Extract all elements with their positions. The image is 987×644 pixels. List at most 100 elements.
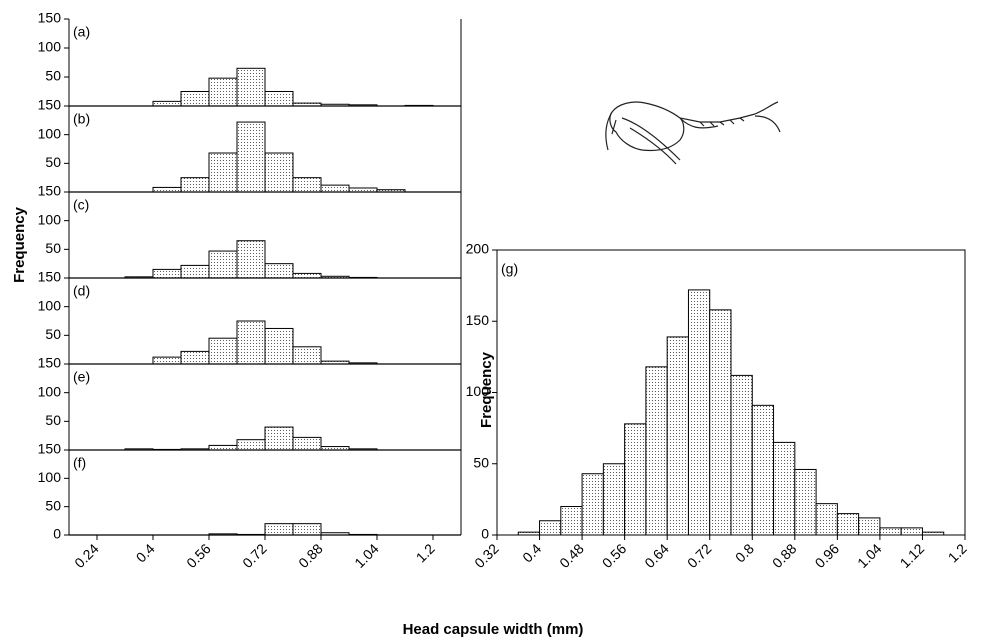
bar	[264, 91, 294, 107]
bar	[602, 463, 626, 536]
bar	[539, 520, 562, 536]
y-tick-label: 100	[38, 39, 62, 55]
bar	[152, 186, 182, 193]
bar	[152, 356, 182, 365]
x-tick-label: 0.24	[71, 540, 102, 571]
y-tick-label: 50	[45, 497, 61, 513]
insect-illustration	[605, 101, 781, 165]
bar	[687, 289, 711, 536]
bar	[624, 423, 647, 536]
x-tick-label: 1.12	[897, 540, 928, 571]
bar	[292, 523, 322, 536]
bar	[292, 436, 322, 451]
bar	[208, 337, 238, 365]
y-tick-label: 150	[38, 269, 62, 285]
bar	[581, 473, 604, 536]
bar	[180, 350, 210, 365]
y-tick-label: 50	[473, 454, 489, 470]
bar	[152, 100, 182, 107]
bar	[208, 77, 238, 107]
panel-label: (f)	[73, 455, 86, 471]
bar	[208, 250, 238, 279]
bar	[264, 327, 294, 365]
x-tick-label: 0.56	[183, 540, 214, 571]
x-tick-label: 0.64	[641, 540, 672, 571]
bar	[264, 152, 294, 193]
bar	[180, 264, 210, 279]
x-tick-label: 0.8	[732, 540, 757, 565]
bar	[320, 184, 350, 193]
y-tick-label: 100	[38, 469, 62, 485]
bar	[208, 444, 238, 451]
x-tick-label: 0.72	[239, 540, 270, 571]
bar	[236, 121, 266, 193]
x-tick-label: 1.04	[351, 540, 382, 571]
x-tick-label: 0.48	[556, 540, 587, 571]
x-axis-title: Head capsule width (mm)	[403, 621, 584, 638]
x-tick-label: 0.4	[133, 540, 158, 565]
bar	[794, 468, 817, 536]
x-tick-label: 1.2	[945, 540, 970, 565]
bar	[836, 513, 860, 536]
panel-label: (e)	[73, 369, 90, 385]
bar	[264, 523, 294, 536]
y-tick-label: 150	[38, 355, 62, 371]
x-tick-label: 0.4	[519, 540, 544, 565]
bar	[236, 67, 266, 107]
y-tick-label: 50	[45, 68, 61, 84]
bar	[292, 346, 322, 365]
x-tick-label: 0.96	[812, 540, 843, 571]
bar	[879, 527, 902, 536]
panel-label: (a)	[73, 24, 90, 40]
panel-label: (g)	[501, 261, 518, 277]
bar	[751, 404, 775, 536]
y-tick-label: 50	[45, 240, 61, 256]
bar	[264, 426, 294, 451]
bar	[773, 441, 796, 536]
y-tick-label: 100	[466, 383, 490, 399]
bar	[208, 152, 238, 193]
bar	[292, 177, 322, 193]
bar	[858, 517, 881, 536]
y-tick-label: 150	[466, 312, 490, 328]
y-tick-label: 100	[38, 125, 62, 141]
bar	[180, 177, 210, 193]
x-tick-label: 0.32	[471, 540, 502, 571]
bar	[666, 336, 689, 536]
y-tick-label: 100	[38, 383, 62, 399]
panel-label: (d)	[73, 283, 90, 299]
bar	[709, 309, 732, 536]
bar	[236, 439, 266, 451]
bar	[152, 268, 182, 279]
y-tick-label: 0	[481, 526, 489, 542]
bar	[236, 240, 266, 279]
y-tick-label: 150	[38, 10, 62, 26]
x-tick-label: 0.88	[295, 540, 326, 571]
panel-label: (c)	[73, 197, 89, 213]
bar	[815, 503, 838, 536]
bar	[236, 320, 266, 365]
y-tick-label: 100	[38, 297, 62, 313]
y-axis-title: Frequency	[478, 351, 495, 428]
y-tick-label: 150	[38, 441, 62, 457]
y-tick-label: 50	[45, 326, 61, 342]
y-tick-label: 50	[45, 412, 61, 428]
y-tick-label: 150	[38, 183, 62, 199]
bar	[180, 91, 210, 107]
y-tick-label: 200	[466, 241, 490, 257]
bar	[264, 263, 294, 279]
bar	[730, 374, 753, 536]
x-tick-label: 1.04	[854, 540, 885, 571]
bar	[900, 527, 923, 536]
x-tick-label: 1.2	[413, 540, 438, 565]
y-tick-label: 100	[38, 211, 62, 227]
x-tick-label: 0.72	[684, 540, 715, 571]
bar	[645, 366, 668, 536]
bar	[292, 272, 322, 279]
y-tick-label: 0	[53, 526, 61, 542]
x-tick-label: 0.88	[769, 540, 800, 571]
bar	[560, 506, 583, 536]
y-tick-label: 150	[38, 97, 62, 113]
y-axis-title: Frequency	[11, 206, 28, 283]
